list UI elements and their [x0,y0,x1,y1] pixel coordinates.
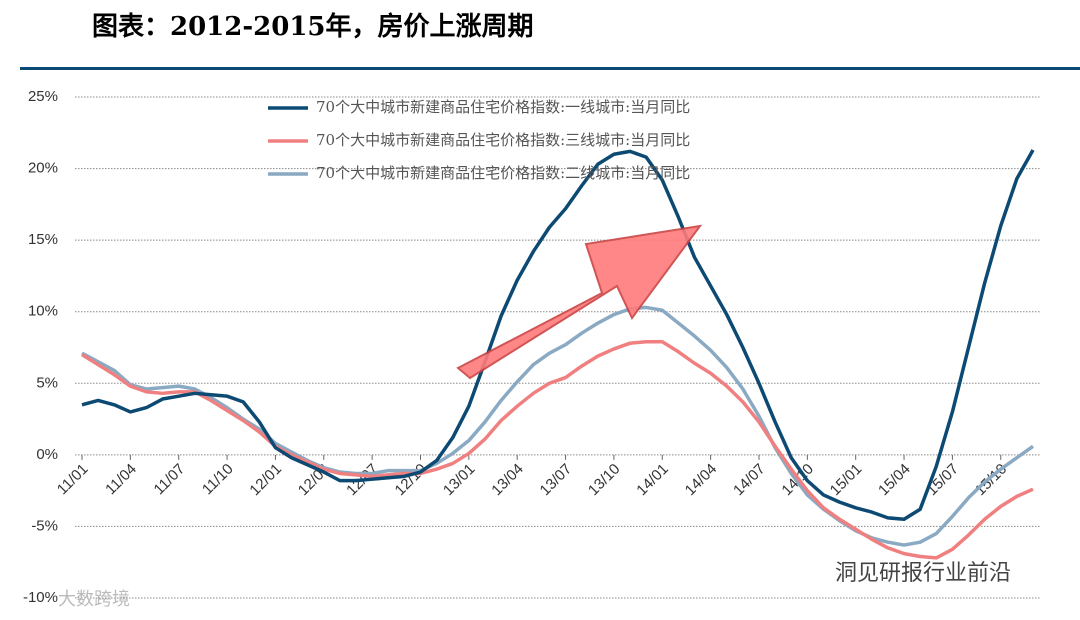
title-rule [20,67,1080,70]
y-tick-label: 0% [36,446,58,463]
x-tick-label: 14/07 [730,460,769,499]
series-line [81,149,1035,522]
legend-label: 70个大中城市新建商品住宅价格指数:二线城市:当月同比 [316,164,690,182]
x-tick-label: 13/07 [537,460,576,499]
arrow [456,224,703,380]
x-tick-label: 15/01 [827,460,866,499]
plot: -10% -5% 0% 5% 10% 15% 20% 25% 11/01 11/04 11/07 11… [23,88,1040,606]
legend-label: 70个大中城市新建商品住宅价格指数:三线城市:当月同比 [316,131,690,149]
series-line [81,305,1035,547]
x-tick-label: 12/10 [392,460,431,499]
x-tick-label: 11/10 [199,460,237,498]
y-tick-label: -5% [31,517,58,534]
x-tick-label: 12/01 [246,460,285,499]
x-tick-label: 15/04 [875,460,914,499]
x-tick-label: 15/07 [923,460,962,499]
watermark: 大数跨境 [58,589,130,610]
chart-title: 图表：2012-2015年，房价上涨周期 [92,11,534,42]
watermark: 洞见研报行业前沿 [835,561,1011,586]
x-tick-label: 11/07 [151,460,189,498]
x-tick-label: 14/01 [633,460,672,499]
x-tick-label: 11/01 [54,460,92,498]
x-tick-label: 13/10 [585,460,624,499]
series-line [81,340,1034,560]
y-tick-label: -10% [23,589,58,606]
y-tick-label: 15% [28,231,58,248]
legend-label: 70个大中城市新建商品住宅价格指数:一线城市:当月同比 [316,98,690,116]
y-tick-label: 5% [36,374,58,391]
y-tick-label: 25% [28,88,58,105]
y-tick-label: 20% [28,160,58,177]
x-tick-label: 14/04 [682,460,721,499]
y-tick-label: 10% [28,303,58,320]
x-tick-label: 11/04 [102,460,140,498]
x-tick-label: 13/04 [488,460,527,499]
